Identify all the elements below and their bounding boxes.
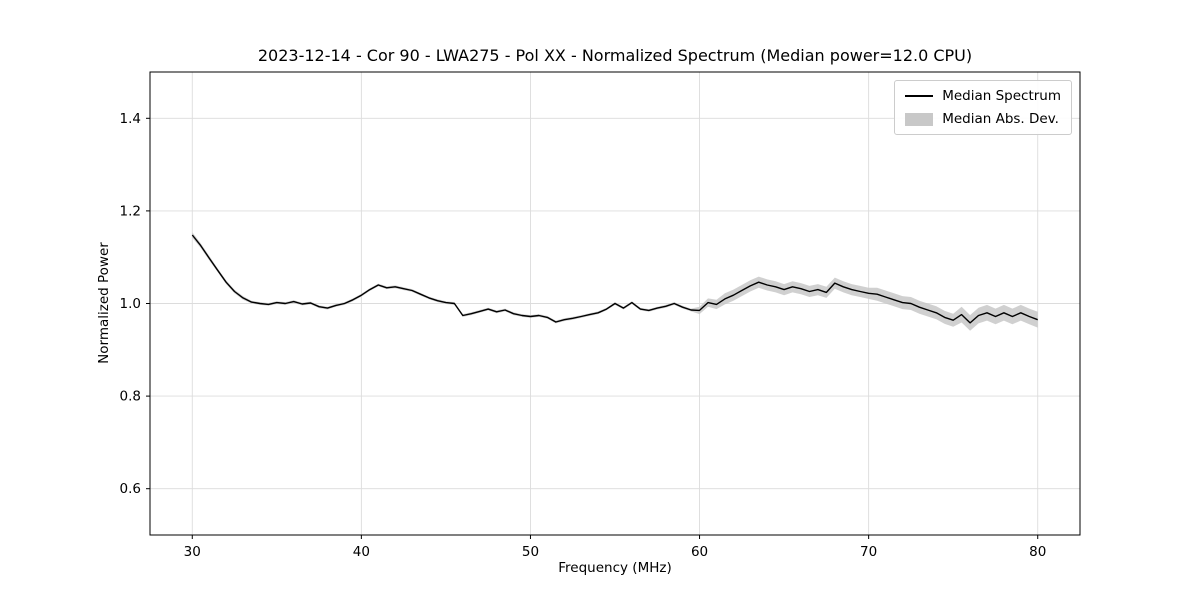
legend-line-sample-icon [905, 95, 934, 97]
y-tick-label: 1.2 [120, 203, 141, 219]
x-tick-label: 60 [691, 544, 708, 560]
y-tick-label: 1.4 [120, 111, 141, 127]
x-tick-label: 80 [1029, 544, 1046, 560]
mad-band [192, 232, 1038, 331]
legend-label-median-spectrum: Median Spectrum [942, 88, 1061, 104]
x-tick-label: 50 [522, 544, 539, 560]
chart-title: 2023-12-14 - Cor 90 - LWA275 - Pol XX - … [257, 46, 973, 65]
y-tick-label: 0.6 [120, 481, 141, 497]
legend-patch-sample-icon [905, 112, 934, 126]
x-axis-label: Frequency (MHz) [558, 560, 672, 576]
legend-entry-median-abs-dev: Median Abs. Dev. [905, 111, 1061, 127]
legend-label-median-abs-dev: Median Abs. Dev. [942, 111, 1059, 127]
legend-entry-median-spectrum: Median Spectrum [905, 88, 1061, 104]
legend: Median Spectrum Median Abs. Dev. [894, 80, 1072, 135]
y-tick-label: 0.8 [120, 389, 141, 405]
median-spectrum-line [191, 234, 1038, 324]
x-tick-label: 40 [353, 544, 370, 560]
x-tick-label: 70 [860, 544, 877, 560]
x-tick-label: 30 [184, 544, 201, 560]
y-tick-label: 1.0 [120, 296, 141, 312]
y-axis-label: Normalized Power [96, 242, 112, 364]
